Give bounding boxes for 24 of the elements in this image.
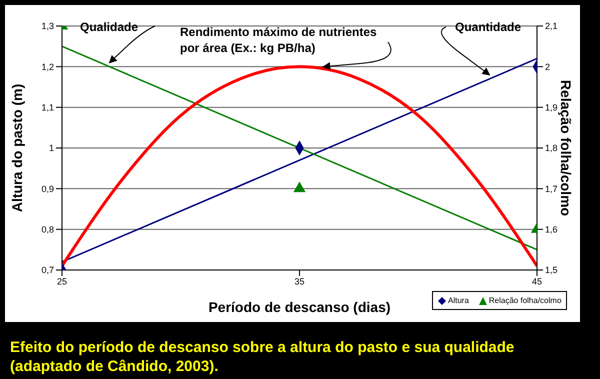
y2-tick-label: 1,6 xyxy=(545,224,558,235)
x-tick-label: 45 xyxy=(532,276,542,286)
annotation: Rendimento máximo de nutrientes por área (Ex.: kg PB/ha) xyxy=(180,24,378,56)
y-tick-label: 0,8 xyxy=(41,224,54,235)
x-axis-title: Período de descanso (dias) xyxy=(208,299,391,315)
legend-label: Relação folha/colmo xyxy=(488,296,562,305)
y-tick-label: 0,7 xyxy=(41,265,54,276)
text: Efeito do período de descanso sobre a altura do pasto e sua qualidade (adaptado de Cândido, 2003). xyxy=(10,338,516,376)
x-tick-label: 25 xyxy=(56,276,68,286)
y2-tick-label: 1,9 xyxy=(545,102,558,113)
y2-tick-label: 2 xyxy=(545,62,550,72)
y2-tick-label: 2,1 xyxy=(545,21,558,32)
x-tick-label: 35 xyxy=(294,276,305,286)
y-tick-label: 1,3 xyxy=(41,21,54,32)
y-tick-label: 1,1 xyxy=(41,102,54,113)
y2-tick-label: 1,7 xyxy=(545,184,558,194)
legend-label: Altura xyxy=(447,296,469,305)
y2-tick-label: 1,8 xyxy=(545,143,558,154)
y2-axis-title: Relação folha/colmo xyxy=(558,80,574,216)
y2-tick-label: 1,5 xyxy=(545,265,558,276)
y-tick-label: 1 xyxy=(48,143,54,154)
y-axis-title: Altura do pasto (m) xyxy=(8,84,25,212)
y-tick-label: 0,9 xyxy=(41,184,54,194)
y-tick-label: 1,2 xyxy=(41,62,54,72)
